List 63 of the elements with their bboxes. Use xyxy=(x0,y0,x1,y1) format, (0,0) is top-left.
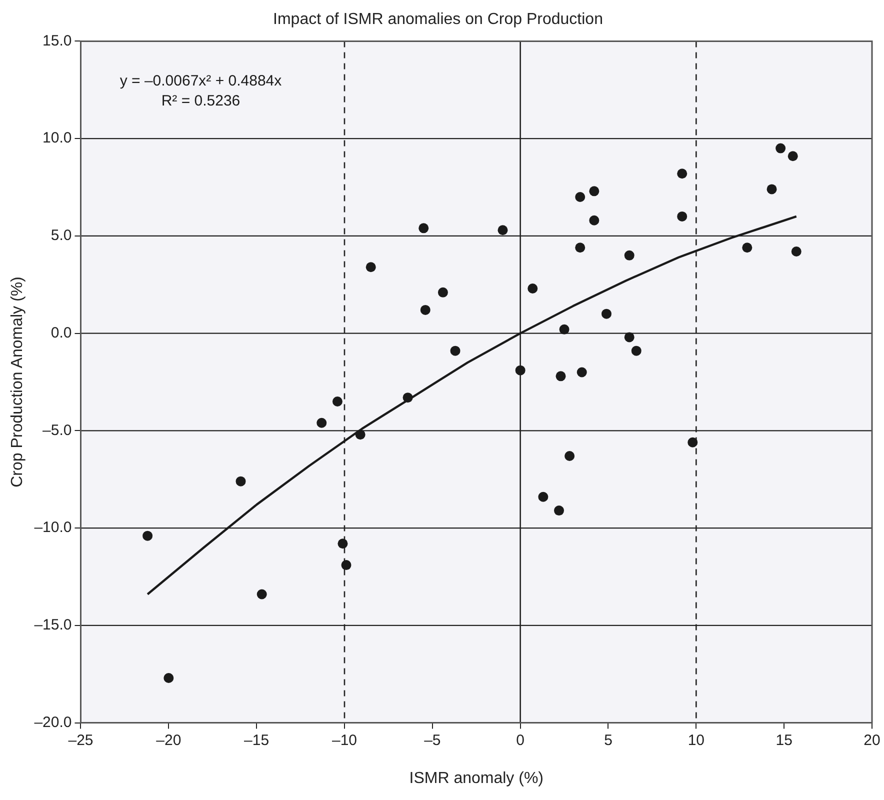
point xyxy=(788,151,798,162)
y-tick-label: 15.0 xyxy=(42,32,72,50)
x-tick-label: 20 xyxy=(864,732,880,749)
x-tick-label: 10 xyxy=(688,732,705,749)
point xyxy=(142,530,153,541)
x-tick-label: –15 xyxy=(244,732,270,749)
point xyxy=(438,287,448,298)
y-tick-label: 5.0 xyxy=(50,227,72,244)
y-axis-title: Crop Production Anomaly (%) xyxy=(9,276,26,488)
point xyxy=(338,538,348,549)
x-tick-label: 15 xyxy=(776,732,792,749)
y-tick-label: –20.0 xyxy=(34,714,72,731)
point xyxy=(164,673,174,684)
y-tick-label: –10.0 xyxy=(34,519,72,536)
y-tick-label: 10.0 xyxy=(42,130,72,147)
point xyxy=(402,392,413,403)
chart-title: Impact of ISMR anomalies on Crop Production xyxy=(273,11,603,28)
point xyxy=(256,589,267,600)
point xyxy=(766,184,777,194)
point xyxy=(528,284,538,294)
point xyxy=(332,396,342,406)
point xyxy=(576,367,587,378)
y-tick-label: –15.0 xyxy=(34,616,72,634)
point xyxy=(564,451,575,462)
point xyxy=(677,168,688,179)
point xyxy=(791,246,802,257)
point xyxy=(601,308,612,319)
point xyxy=(556,371,566,382)
point xyxy=(355,430,366,440)
x-axis-title: ISMR anomaly (%) xyxy=(409,770,544,787)
annotation: R² = 0.5236 xyxy=(161,92,240,110)
point xyxy=(776,143,786,154)
point xyxy=(688,437,698,448)
x-tick-label: –10 xyxy=(332,732,358,749)
point xyxy=(498,225,508,236)
y-tick-label: –5.0 xyxy=(42,422,72,439)
point xyxy=(236,476,246,486)
x-tick-label: –20 xyxy=(156,732,182,749)
y-tick-label: 0.0 xyxy=(50,324,72,342)
point xyxy=(589,186,600,196)
point xyxy=(538,492,548,502)
annotation: y = –0.0067x² + 0.4884x xyxy=(120,72,282,90)
point xyxy=(515,365,526,376)
point xyxy=(450,346,460,356)
point xyxy=(420,304,430,315)
point xyxy=(624,332,634,342)
point xyxy=(624,250,634,260)
x-tick-label: 0 xyxy=(516,732,524,749)
x-tick-label: –25 xyxy=(68,732,94,749)
point xyxy=(366,262,376,272)
point xyxy=(589,215,600,226)
x-tick-label: 5 xyxy=(604,732,612,749)
point xyxy=(316,418,327,428)
point xyxy=(742,242,752,253)
point xyxy=(559,324,570,334)
x-tick-label: –5 xyxy=(424,732,441,749)
point xyxy=(631,346,642,356)
point xyxy=(677,211,688,222)
point xyxy=(554,506,564,516)
point xyxy=(418,223,429,234)
point xyxy=(575,192,586,202)
point xyxy=(575,242,586,253)
point xyxy=(341,560,352,570)
